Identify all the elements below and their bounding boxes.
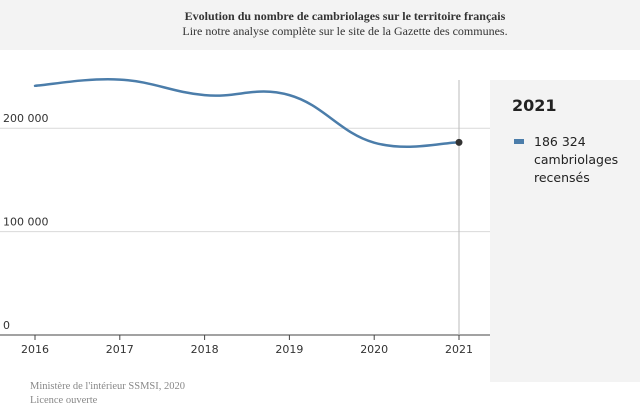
chart-subtitle: Lire notre analyse complète sur le site … xyxy=(182,24,508,38)
y-tick-label: 0 xyxy=(3,319,10,332)
source-line: Ministère de l'intérieur SSMSI, 2020 xyxy=(30,381,186,392)
legend-swatch xyxy=(514,139,524,144)
source-note: Ministère de l'intérieur SSMSI, 2020 Lic… xyxy=(30,380,185,408)
chart-title: Evolution du nombre de cambriolages sur … xyxy=(184,9,506,23)
tooltip-value: 186 324 xyxy=(534,134,586,149)
x-tick-label: 2017 xyxy=(106,343,134,356)
license-line: Licence ouverte xyxy=(30,395,98,406)
series-line-cambriolages xyxy=(33,78,461,149)
line-chart[interactable]: 0 100 000 200 000 2016 2017 2018 2019 2020 2021 xyxy=(0,50,490,375)
highlight-point xyxy=(455,138,463,146)
tooltip-year: 2021 xyxy=(512,96,557,115)
y-tick-label: 100 000 xyxy=(3,216,49,229)
tooltip-text: 186 324 cambriolages recensés xyxy=(534,133,634,187)
header-bar: Evolution du nombre de cambriolages sur … xyxy=(0,0,640,50)
x-tick-label: 2021 xyxy=(445,343,473,356)
x-tick-label: 2016 xyxy=(21,343,49,356)
x-tick-label: 2018 xyxy=(191,343,219,356)
tooltip-panel: 2021 186 324 cambriolages recensés xyxy=(490,80,640,382)
x-tick-label: 2019 xyxy=(275,343,303,356)
tooltip-unit: cambriolages recensés xyxy=(534,152,619,185)
x-tick-label: 2020 xyxy=(360,343,388,356)
y-tick-label: 200 000 xyxy=(3,112,49,125)
